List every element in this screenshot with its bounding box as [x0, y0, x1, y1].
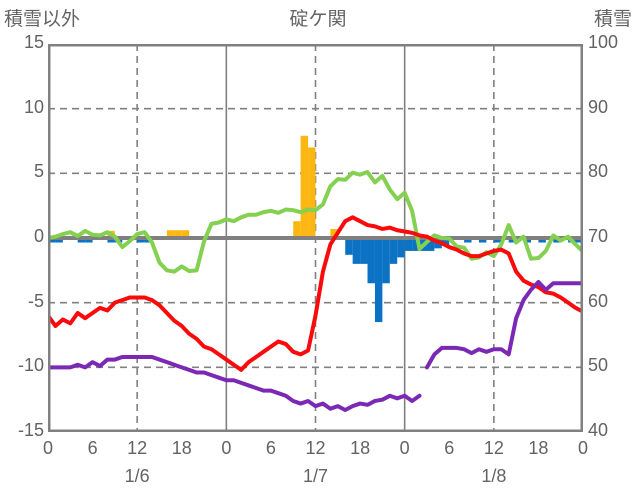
bar-precipitation	[166, 230, 175, 238]
bar-snowfall	[360, 238, 368, 264]
y-axis-left-tick: 10	[23, 96, 44, 117]
bar-snowfall	[389, 238, 398, 264]
bar-snowfall	[575, 238, 583, 243]
bar-snowfall	[77, 238, 86, 243]
bar-snowfall	[478, 238, 487, 243]
x-axis-tick: 18	[171, 438, 192, 458]
y-axis-right-tick: 70	[588, 226, 609, 246]
bar-snowfall	[493, 238, 502, 243]
y-axis-right-tick: 90	[588, 96, 609, 117]
bar-snowfall	[508, 238, 517, 243]
bar-snowfall	[464, 238, 472, 243]
chart-canvas	[48, 44, 583, 432]
y-axis-left-tick: -5	[27, 290, 44, 311]
y-axis-right-tick: 40	[588, 420, 609, 440]
bar-precipitation	[308, 147, 316, 238]
bar-snowfall	[374, 238, 383, 323]
bar-snowfall	[426, 238, 435, 251]
x-axis-tick: 6	[87, 438, 98, 458]
line-min-temperature	[48, 354, 422, 413]
x-axis-tick: 18	[528, 438, 549, 458]
bar-precipitation	[174, 230, 182, 238]
bar-snowfall	[137, 238, 145, 243]
x-axis-tick: 12	[127, 438, 148, 458]
y-axis-right-tick: 100	[588, 32, 619, 52]
x-axis-tick: 0	[399, 438, 410, 458]
bar-precipitation	[293, 221, 301, 238]
bar-snowfall	[538, 238, 546, 243]
y-axis-left-tick: 0	[33, 226, 44, 246]
x-axis-tick: 0	[221, 438, 232, 458]
bar-precipitation	[300, 135, 309, 238]
x-axis-day-label: 1/8	[481, 466, 507, 486]
bar-precipitation	[181, 230, 190, 238]
line-min-temperature	[424, 279, 583, 370]
plot-area	[48, 44, 583, 432]
bar-snowfall	[107, 238, 115, 243]
bar-snowfall	[441, 238, 450, 246]
left-axis-title: 積雪以外	[4, 9, 81, 30]
bar-snowfall	[412, 238, 420, 251]
bar-snowfall	[85, 238, 93, 243]
page-title: 碇ケ関	[289, 9, 347, 30]
bar-snowfall	[352, 238, 361, 264]
y-axis-right-tick: 50	[588, 355, 609, 376]
y-axis-left-tick: 5	[33, 161, 44, 182]
x-axis-tick: 0	[577, 438, 588, 458]
y-axis-left-tick: -15	[17, 420, 44, 440]
bar-snowfall	[404, 238, 413, 251]
line-snow-depth	[48, 170, 583, 274]
bar-snowfall	[48, 238, 56, 243]
bar-snowfall	[523, 238, 531, 243]
x-axis-tick: 12	[305, 438, 326, 458]
y-axis-left-tick: -10	[17, 355, 44, 376]
y-axis-right-tick: 60	[588, 290, 609, 311]
x-axis-day-label: 1/7	[302, 466, 329, 486]
bar-snowfall	[55, 238, 63, 243]
x-axis-tick: 12	[483, 438, 504, 458]
bar-snowfall	[397, 238, 405, 258]
right-axis-title: 積雪	[593, 9, 632, 30]
x-axis-day-label: 1/6	[124, 466, 150, 486]
x-axis-tick: 6	[444, 438, 455, 458]
bar-snowfall	[382, 238, 390, 284]
bar-snowfall	[367, 238, 375, 284]
y-axis-right-tick: 80	[588, 161, 609, 182]
bar-precipitation	[330, 228, 338, 238]
x-axis-tick: 18	[350, 438, 371, 458]
y-axis-left-tick: 15	[23, 32, 44, 52]
x-axis-tick: 0	[42, 438, 53, 458]
bar-snowfall	[345, 238, 353, 255]
x-axis-tick: 6	[265, 438, 276, 458]
line-temperature	[48, 215, 583, 372]
